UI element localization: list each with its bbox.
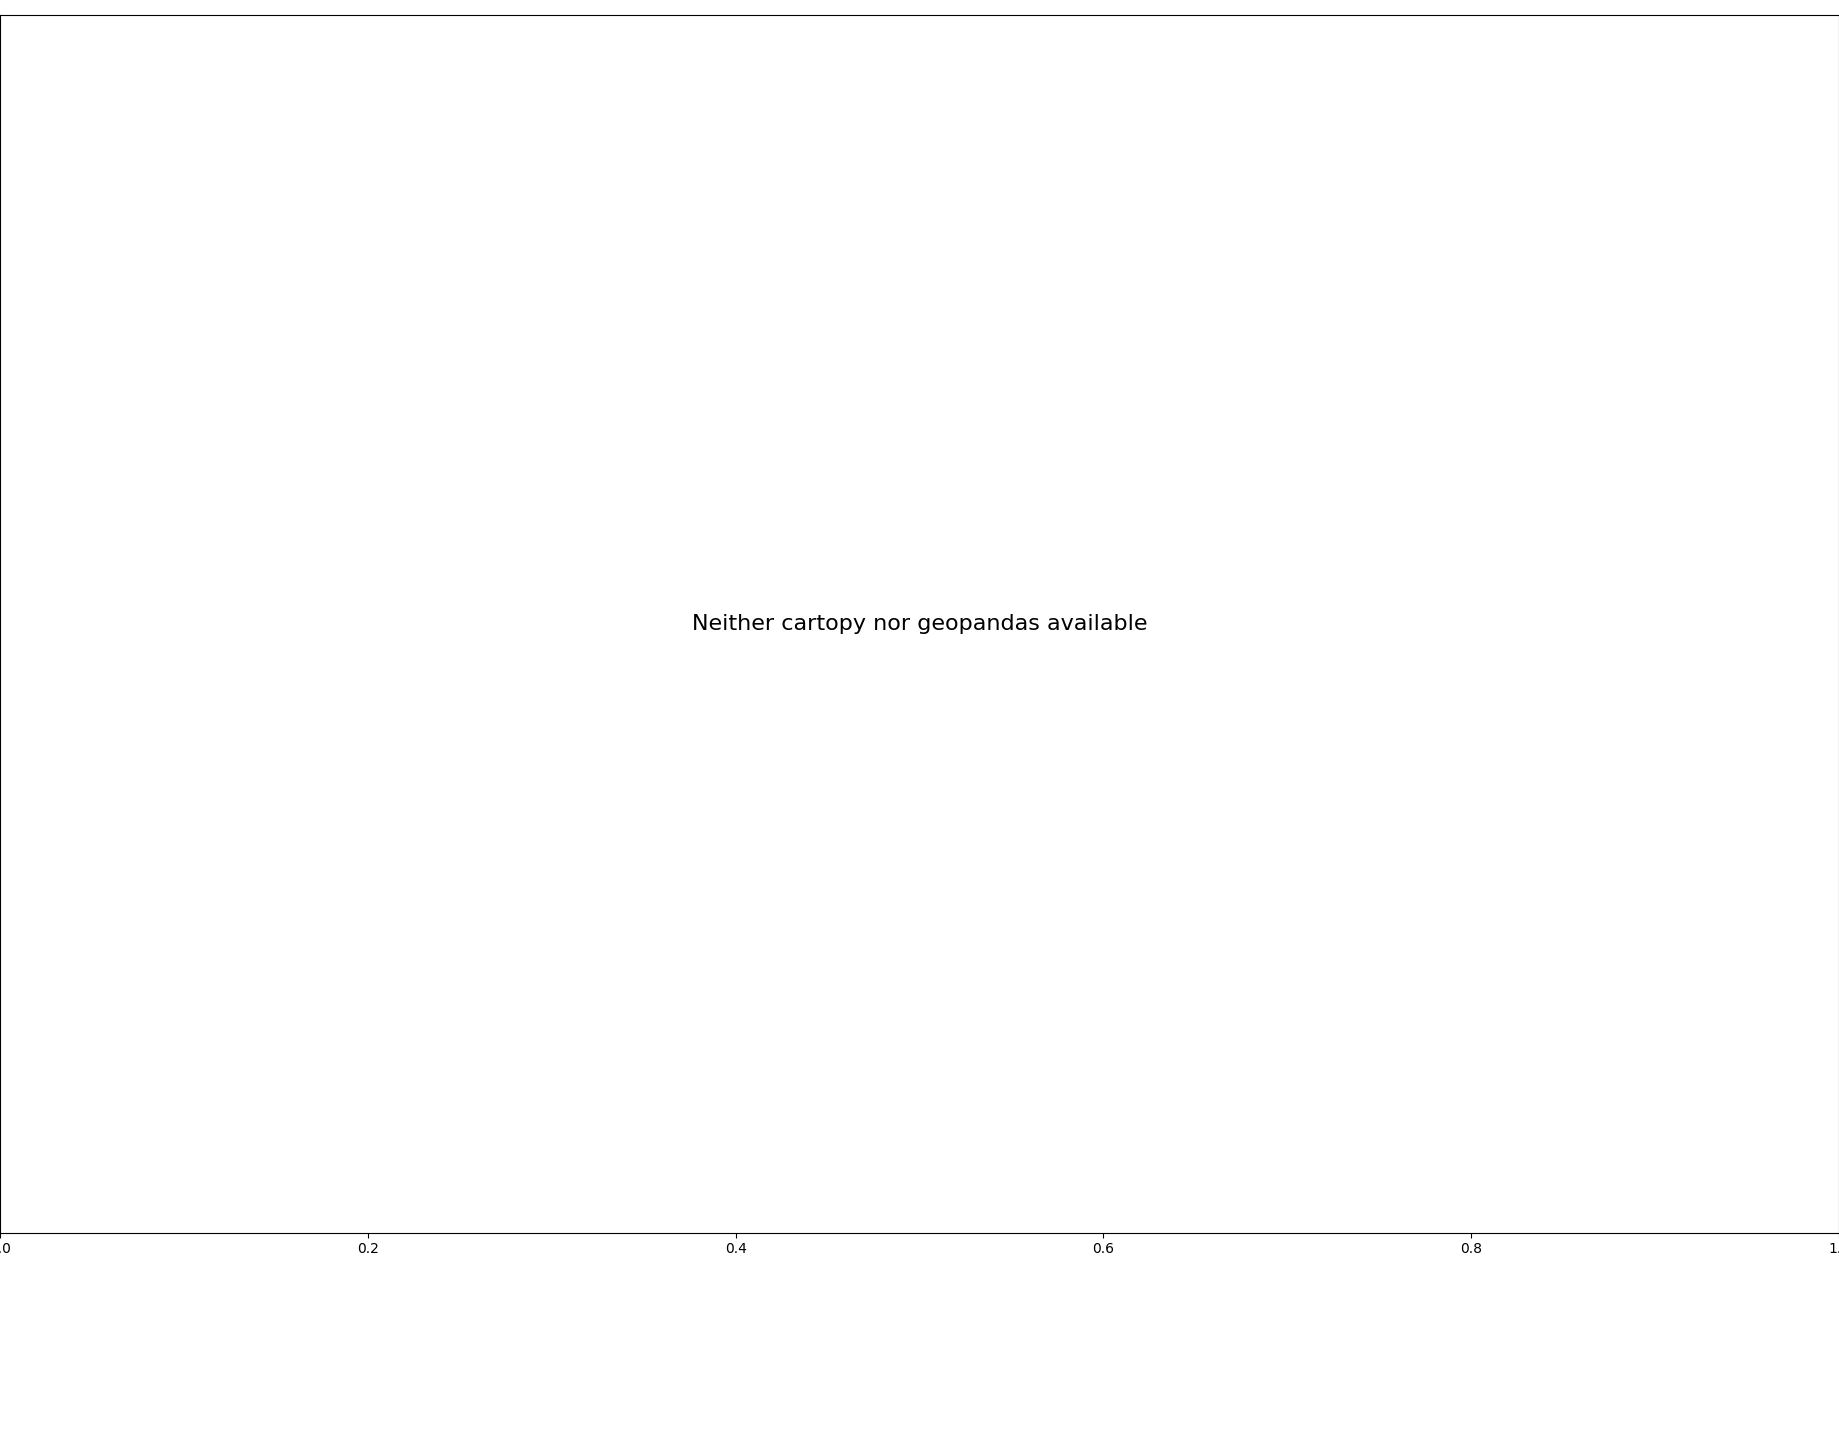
Text: Neither cartopy nor geopandas available: Neither cartopy nor geopandas available bbox=[691, 613, 1148, 634]
